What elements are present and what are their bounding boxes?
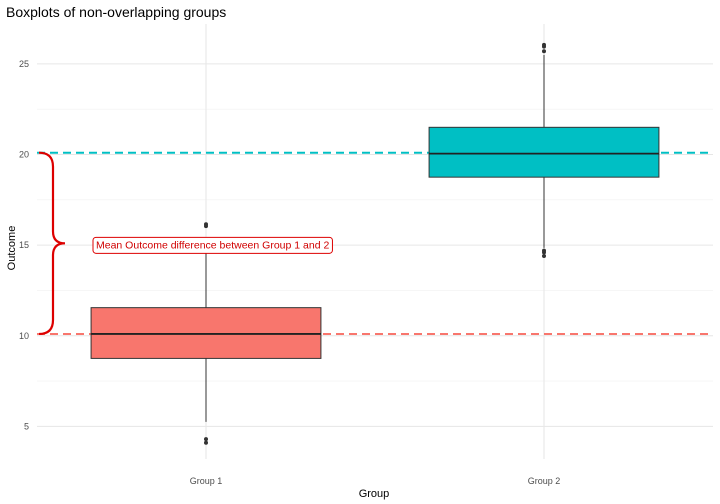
annotation-label-box xyxy=(92,236,333,254)
box-body xyxy=(90,307,322,359)
outlier-point xyxy=(542,254,546,258)
annotation-label: Mean Outcome difference between Group 1 … xyxy=(96,239,329,251)
outlier-point xyxy=(542,49,546,54)
box-1 xyxy=(90,222,322,445)
x-tick-label: Group 2 xyxy=(528,476,561,486)
y-tick-label: 20 xyxy=(19,150,29,160)
outlier-point xyxy=(542,248,546,253)
annotation-group: Mean Outcome difference between Group 1 … xyxy=(38,151,333,336)
outlier-point xyxy=(204,437,208,442)
box-body xyxy=(428,126,660,178)
box-2 xyxy=(428,42,660,258)
outlier-point xyxy=(204,222,208,227)
y-axis-ticks: 5 10 15 20 25 xyxy=(19,59,29,432)
y-tick-label: 10 xyxy=(19,331,29,341)
x-axis-title: Group xyxy=(359,488,390,500)
x-axis-ticks: Group 1 Group 2 xyxy=(190,476,561,486)
y-tick-label: 5 xyxy=(24,421,29,431)
outlier-point xyxy=(542,42,546,47)
x-tick-label: Group 1 xyxy=(190,476,223,486)
y-tick-label: 25 xyxy=(19,59,29,69)
curly-brace xyxy=(38,151,66,336)
y-axis-title: Outcome xyxy=(6,226,18,271)
chart-title: Boxplots of non-overlapping groups xyxy=(6,4,226,20)
boxes xyxy=(90,42,660,445)
y-tick-label: 15 xyxy=(19,240,29,250)
outlier-point xyxy=(204,440,208,445)
